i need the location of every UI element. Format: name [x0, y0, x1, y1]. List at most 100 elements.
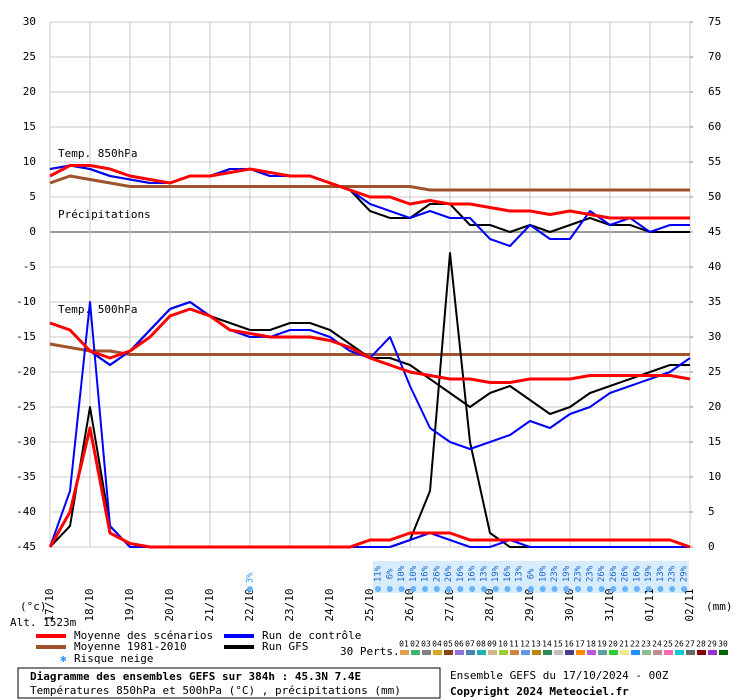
footer-subtitle: Températures 850hPa et 500hPa (°C) , pré…	[30, 684, 401, 697]
snow-risk-label: 10%	[409, 565, 419, 582]
perturbation-label: 24	[652, 640, 662, 649]
perturbation-swatch	[642, 650, 651, 655]
snow-risk-marker	[598, 586, 605, 592]
perturbation-swatch	[554, 650, 563, 655]
perturbation-label: 08	[476, 640, 486, 649]
y2-tick-label: 10	[708, 470, 721, 483]
panel-label: Précipitations	[58, 208, 151, 221]
perturbation-swatch	[598, 650, 607, 655]
y2-tick-label: 55	[708, 155, 721, 168]
perturbation-label: 12	[520, 640, 530, 649]
x-tick-label: 23/10	[283, 588, 296, 621]
x-tick-label: 19/10	[123, 588, 136, 621]
perturbation-label: 04	[432, 640, 442, 649]
perturbation-label: 06	[454, 640, 464, 649]
snow-risk-label: 16%	[456, 565, 466, 582]
snow-risk-marker	[539, 586, 546, 592]
x-tick-label: 02/11	[683, 588, 696, 621]
snow-risk-marker	[504, 586, 511, 592]
y2-tick-label: 70	[708, 50, 721, 63]
y2-tick-label: 30	[708, 330, 721, 343]
snow-risk-label: 26%	[597, 565, 607, 582]
perturbation-label: 26	[674, 640, 684, 649]
snow-risk-label: 26%	[621, 565, 631, 582]
snow-risk-label: 13%	[656, 565, 666, 582]
footer-title: Diagramme des ensembles GEFS sur 384h : …	[30, 670, 361, 683]
footer-box	[17, 667, 441, 699]
snow-risk-label: 16%	[421, 565, 431, 582]
snow-risk-label: 23%	[585, 565, 595, 582]
snow-risk-marker	[492, 586, 499, 592]
y2-tick-label: 75	[708, 15, 721, 28]
snow-risk-marker	[469, 586, 476, 592]
perturbation-swatch	[532, 650, 541, 655]
legend-label: Run de contrôle	[262, 629, 361, 642]
panel-label: Temp. 850hPa	[58, 147, 137, 160]
x-tick-label: 28/10	[483, 588, 496, 621]
x-tick-label: 01/11	[643, 588, 656, 621]
grid	[49, 21, 691, 548]
perturbation-swatch	[444, 650, 453, 655]
snow-risk-marker	[398, 586, 405, 592]
perturbation-swatch	[719, 650, 728, 655]
perturbation-swatch	[697, 650, 706, 655]
perturbation-swatch	[510, 650, 519, 655]
x-tick-label: 22/10	[243, 588, 256, 621]
snow-risk-label: 26%	[432, 565, 442, 582]
y-tick-label: -5	[23, 260, 36, 273]
x-tick-label: 26/10	[403, 588, 416, 621]
y-tick-label: 5	[29, 190, 36, 203]
snow-risk-marker	[247, 586, 253, 592]
snow-risk-label: 26%	[609, 565, 619, 582]
y-tick-label: -20	[16, 365, 36, 378]
x-tick-label: 21/10	[203, 588, 216, 621]
perturbation-label: 18	[586, 640, 596, 649]
perturbation-swatch	[653, 650, 662, 655]
perturbation-swatch	[686, 650, 695, 655]
x-tick-label: 18/10	[83, 588, 96, 621]
x-tick-label: 25/10	[363, 588, 376, 621]
snow-risk-label: 23%	[668, 565, 678, 582]
perturbation-label: 05	[443, 640, 453, 649]
snow-risk-marker	[386, 586, 393, 592]
y2-tick-label: 40	[708, 260, 721, 273]
perturbation-label: 25	[663, 640, 673, 649]
snow-risk-marker	[433, 586, 440, 592]
perturbation-swatch	[609, 650, 618, 655]
y-tick-label: 15	[23, 120, 36, 133]
snow-risk-label: 19%	[644, 565, 654, 582]
perturbation-label: 02	[410, 640, 420, 649]
perturbation-swatch	[708, 650, 717, 655]
snow-risk-marker	[575, 586, 582, 592]
snow-risk-label: 16%	[468, 565, 478, 582]
y-tick-label: -25	[16, 400, 36, 413]
snow-icon: ✱	[60, 652, 67, 665]
y-tick-label: 0	[29, 225, 36, 238]
perturbation-label: 17	[575, 640, 585, 649]
y2-tick-label: 0	[708, 540, 715, 553]
perturbation-label: 19	[597, 640, 607, 649]
perturbation-swatch	[455, 650, 464, 655]
y-tick-label: 30	[23, 15, 36, 28]
perturbation-label: 10	[498, 640, 508, 649]
series-line	[49, 164, 690, 247]
perturbation-swatch	[675, 650, 684, 655]
snow-risk-marker	[657, 586, 664, 592]
snow-risk-marker	[586, 586, 593, 592]
snow-risk-marker	[528, 586, 534, 592]
y-tick-label: -15	[16, 330, 36, 343]
snow-risk-marker	[681, 586, 687, 592]
y-tick-label: -10	[16, 295, 36, 308]
x-tick-label: 20/10	[163, 588, 176, 621]
y2-tick-label: 60	[708, 120, 721, 133]
snow-risk-label: 26%	[444, 565, 454, 582]
y2-tick-label: 45	[708, 225, 721, 238]
series-line	[48, 426, 691, 549]
perturbation-label: 03	[421, 640, 431, 649]
y-tick-label: -45	[16, 540, 36, 553]
legend-label: Moyenne 1981-2010	[74, 640, 187, 653]
perturbation-label: 07	[465, 640, 475, 649]
perturbation-swatch	[565, 650, 574, 655]
y2-axis-label: (mm)	[706, 600, 733, 613]
